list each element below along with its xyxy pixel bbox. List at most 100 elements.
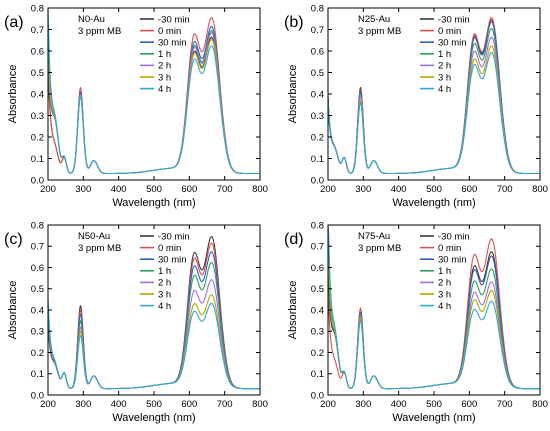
x-axis-title: Wavelength (nm) bbox=[112, 412, 195, 424]
legend-label: 2 h bbox=[438, 61, 451, 72]
y-axis-title: Absorbance bbox=[287, 281, 299, 340]
x-tick-label: 800 bbox=[532, 399, 548, 410]
legend-label: 3 h bbox=[158, 289, 171, 300]
legend-label: 2 h bbox=[158, 61, 171, 72]
series-line bbox=[48, 296, 260, 390]
y-tick-label: 0.3 bbox=[311, 327, 324, 338]
x-axis-title: Wavelength (nm) bbox=[392, 412, 475, 424]
y-tick-label: 0.3 bbox=[311, 111, 324, 122]
chart-panel: (c) 200 300 400 500 600 700 800 0.0 0.1 0.2 0.3 0.4 0… bbox=[4, 220, 268, 424]
y-tick-label: 0.2 bbox=[31, 348, 44, 359]
y-tick-label: 0.5 bbox=[31, 284, 44, 295]
legend-label: 1 h bbox=[158, 49, 171, 60]
legend-label: 0 min bbox=[438, 243, 461, 254]
legend-label: 4 h bbox=[438, 84, 451, 95]
y-tick-label: 0.7 bbox=[311, 25, 324, 36]
legend-label: -30 min bbox=[438, 14, 470, 25]
chart-panel: (a) 200 300 400 500 600 700 800 0.0 0.1 0.2 0.3 0.4 0… bbox=[4, 3, 268, 209]
x-tick-label: 300 bbox=[355, 399, 371, 410]
annotation-text: N0-Au bbox=[78, 14, 105, 25]
y-axis-title: Absorbance bbox=[7, 65, 19, 124]
panel-label: (d) bbox=[284, 231, 304, 248]
y-tick-label: 0.7 bbox=[31, 242, 44, 253]
x-tick-label: 200 bbox=[320, 184, 336, 195]
y-tick-label: 0.4 bbox=[311, 305, 324, 316]
legend-label: 30 min bbox=[158, 38, 187, 49]
y-tick-label: 0.5 bbox=[311, 284, 324, 295]
y-tick-label: 0.8 bbox=[31, 220, 44, 231]
y-tick-label: 0.0 bbox=[31, 390, 44, 401]
series-lines bbox=[48, 8, 260, 175]
y-tick-label: 0.5 bbox=[31, 68, 44, 79]
x-tick-label: 700 bbox=[497, 184, 513, 195]
x-tick-label: 600 bbox=[461, 399, 477, 410]
y-axis-title: Absorbance bbox=[287, 65, 299, 124]
annotation-text: 3 ppm MB bbox=[78, 26, 121, 37]
y-tick-label: 0.8 bbox=[31, 3, 44, 14]
x-tick-label: 700 bbox=[217, 399, 233, 410]
x-tick-label: 400 bbox=[391, 184, 407, 195]
x-tick-label: 200 bbox=[40, 399, 56, 410]
y-tick-label: 0.2 bbox=[311, 348, 324, 359]
x-tick-label: 200 bbox=[320, 399, 336, 410]
annotation-text: 3 ppm MB bbox=[358, 26, 401, 37]
y-tick-label: 0.2 bbox=[311, 132, 324, 143]
legend-label: 4 h bbox=[158, 84, 171, 95]
y-tick-label: 0.3 bbox=[31, 111, 44, 122]
x-axis-title: Wavelength (nm) bbox=[392, 197, 475, 209]
y-tick-label: 0.4 bbox=[31, 305, 44, 316]
x-tick-label: 500 bbox=[146, 399, 162, 410]
legend-label: 30 min bbox=[438, 255, 467, 266]
y-tick-label: 0.4 bbox=[311, 89, 324, 100]
x-tick-label: 600 bbox=[181, 399, 197, 410]
x-tick-label: 300 bbox=[75, 184, 91, 195]
x-tick-label: 600 bbox=[181, 184, 197, 195]
x-tick-label: 500 bbox=[146, 184, 162, 195]
y-tick-label: 0.2 bbox=[31, 132, 44, 143]
x-tick-label: 200 bbox=[40, 184, 56, 195]
x-tick-label: 700 bbox=[497, 399, 513, 410]
legend-label: 0 min bbox=[438, 26, 461, 37]
y-tick-label: 0.3 bbox=[31, 327, 44, 338]
annotation-text: N75-Au bbox=[358, 231, 390, 242]
y-tick-label: 0.6 bbox=[311, 263, 324, 274]
y-tick-label: 0.1 bbox=[311, 369, 324, 380]
y-tick-label: 0.1 bbox=[31, 154, 44, 165]
y-tick-label: 0.0 bbox=[31, 175, 44, 186]
y-tick-label: 0.4 bbox=[31, 89, 44, 100]
y-tick-label: 0.1 bbox=[31, 369, 44, 380]
y-tick-label: 0.6 bbox=[31, 46, 44, 57]
legend-label: 0 min bbox=[158, 26, 181, 37]
annotation-text: N25-Au bbox=[358, 14, 390, 25]
series-line bbox=[328, 51, 540, 175]
y-tick-label: 0.1 bbox=[311, 154, 324, 165]
legend-label: 4 h bbox=[438, 301, 451, 312]
series-line bbox=[48, 36, 260, 175]
series-line bbox=[328, 225, 540, 390]
y-tick-label: 0.8 bbox=[311, 3, 324, 14]
series-line bbox=[48, 251, 260, 390]
legend-label: 2 h bbox=[158, 278, 171, 289]
y-tick-label: 0.6 bbox=[31, 263, 44, 274]
legend-label: 3 h bbox=[438, 72, 451, 83]
y-tick-label: 0.0 bbox=[311, 390, 324, 401]
x-tick-label: 400 bbox=[111, 184, 127, 195]
legend-label: 0 min bbox=[158, 243, 181, 254]
y-tick-label: 0.7 bbox=[31, 25, 44, 36]
x-tick-label: 800 bbox=[252, 399, 268, 410]
x-tick-label: 500 bbox=[426, 184, 442, 195]
panel-label: (b) bbox=[284, 14, 304, 31]
legend-label: 30 min bbox=[158, 255, 187, 266]
legend-label: 2 h bbox=[438, 278, 451, 289]
x-tick-label: 800 bbox=[532, 184, 548, 195]
series-lines bbox=[48, 236, 260, 390]
legend-label: 1 h bbox=[158, 266, 171, 277]
panel-label: (c) bbox=[4, 231, 23, 248]
x-tick-label: 700 bbox=[217, 184, 233, 195]
annotation-text: 3 ppm MB bbox=[358, 243, 401, 254]
y-tick-label: 0.0 bbox=[311, 175, 324, 186]
x-axis-title: Wavelength (nm) bbox=[112, 197, 195, 209]
x-tick-label: 300 bbox=[75, 399, 91, 410]
x-tick-label: 600 bbox=[461, 184, 477, 195]
